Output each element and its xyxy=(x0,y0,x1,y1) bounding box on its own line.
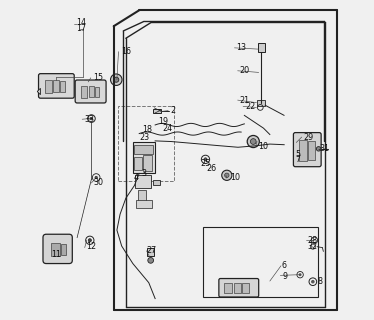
Text: 4: 4 xyxy=(134,173,138,182)
Text: 19: 19 xyxy=(158,117,168,126)
Text: 21: 21 xyxy=(240,96,250,105)
Text: 26: 26 xyxy=(207,164,217,173)
Bar xyxy=(53,80,59,92)
Bar xyxy=(308,141,315,160)
Circle shape xyxy=(225,173,229,178)
Text: 22: 22 xyxy=(245,102,255,111)
Circle shape xyxy=(204,158,207,161)
Bar xyxy=(257,100,265,107)
Text: 29: 29 xyxy=(303,132,313,141)
Bar xyxy=(224,283,232,293)
Bar xyxy=(119,106,174,181)
Bar xyxy=(133,142,155,173)
Circle shape xyxy=(251,139,256,144)
Text: 25: 25 xyxy=(200,159,211,168)
Bar xyxy=(95,87,99,97)
Text: 23: 23 xyxy=(140,132,150,141)
Text: 18: 18 xyxy=(142,125,152,134)
Circle shape xyxy=(222,170,232,180)
Text: 31: 31 xyxy=(319,144,329,153)
Bar xyxy=(135,175,151,188)
Text: 13: 13 xyxy=(236,43,246,52)
Circle shape xyxy=(88,239,91,242)
Bar xyxy=(134,145,153,154)
Text: 24: 24 xyxy=(162,124,172,132)
Text: 9: 9 xyxy=(282,272,287,281)
Bar xyxy=(258,43,266,52)
Circle shape xyxy=(312,280,314,283)
Circle shape xyxy=(90,117,93,120)
Circle shape xyxy=(316,147,321,151)
FancyBboxPatch shape xyxy=(39,74,74,98)
Text: 3: 3 xyxy=(142,169,147,178)
Text: 10: 10 xyxy=(258,142,268,151)
Circle shape xyxy=(247,135,259,148)
Bar xyxy=(81,86,87,98)
Text: 16: 16 xyxy=(121,47,131,56)
Bar xyxy=(138,190,145,201)
Text: 12: 12 xyxy=(87,242,97,251)
Text: 10: 10 xyxy=(230,173,240,182)
Text: 6: 6 xyxy=(282,261,287,270)
Polygon shape xyxy=(136,200,152,208)
Circle shape xyxy=(95,176,98,179)
Circle shape xyxy=(299,274,301,276)
Bar xyxy=(134,157,142,170)
Text: 30: 30 xyxy=(93,179,103,188)
Text: 15: 15 xyxy=(93,73,103,82)
Text: 7: 7 xyxy=(295,155,300,164)
Text: 33: 33 xyxy=(85,115,94,124)
Bar xyxy=(242,283,249,293)
Text: 27: 27 xyxy=(146,246,156,255)
Text: 32: 32 xyxy=(307,242,318,251)
FancyBboxPatch shape xyxy=(75,80,106,103)
FancyBboxPatch shape xyxy=(43,234,72,264)
Circle shape xyxy=(114,77,119,82)
Text: 17: 17 xyxy=(76,24,86,33)
Text: 5: 5 xyxy=(295,150,300,159)
Text: 2: 2 xyxy=(171,106,175,115)
Bar xyxy=(153,180,160,186)
Bar xyxy=(203,227,318,297)
Bar xyxy=(143,155,152,171)
Text: 20: 20 xyxy=(240,66,250,75)
Bar xyxy=(61,244,66,255)
Bar xyxy=(50,243,60,256)
Text: 28: 28 xyxy=(307,236,318,245)
Polygon shape xyxy=(37,88,40,95)
Bar xyxy=(234,283,241,293)
Text: 14: 14 xyxy=(76,19,86,28)
Circle shape xyxy=(111,74,122,85)
Text: 11: 11 xyxy=(52,251,62,260)
Text: 8: 8 xyxy=(318,277,323,286)
Circle shape xyxy=(148,258,154,263)
Bar xyxy=(89,86,94,97)
Bar xyxy=(153,109,160,113)
FancyBboxPatch shape xyxy=(294,132,321,167)
Bar xyxy=(298,140,307,161)
Bar xyxy=(60,81,65,92)
FancyBboxPatch shape xyxy=(219,278,259,297)
Bar xyxy=(147,248,154,256)
Bar xyxy=(45,80,52,93)
